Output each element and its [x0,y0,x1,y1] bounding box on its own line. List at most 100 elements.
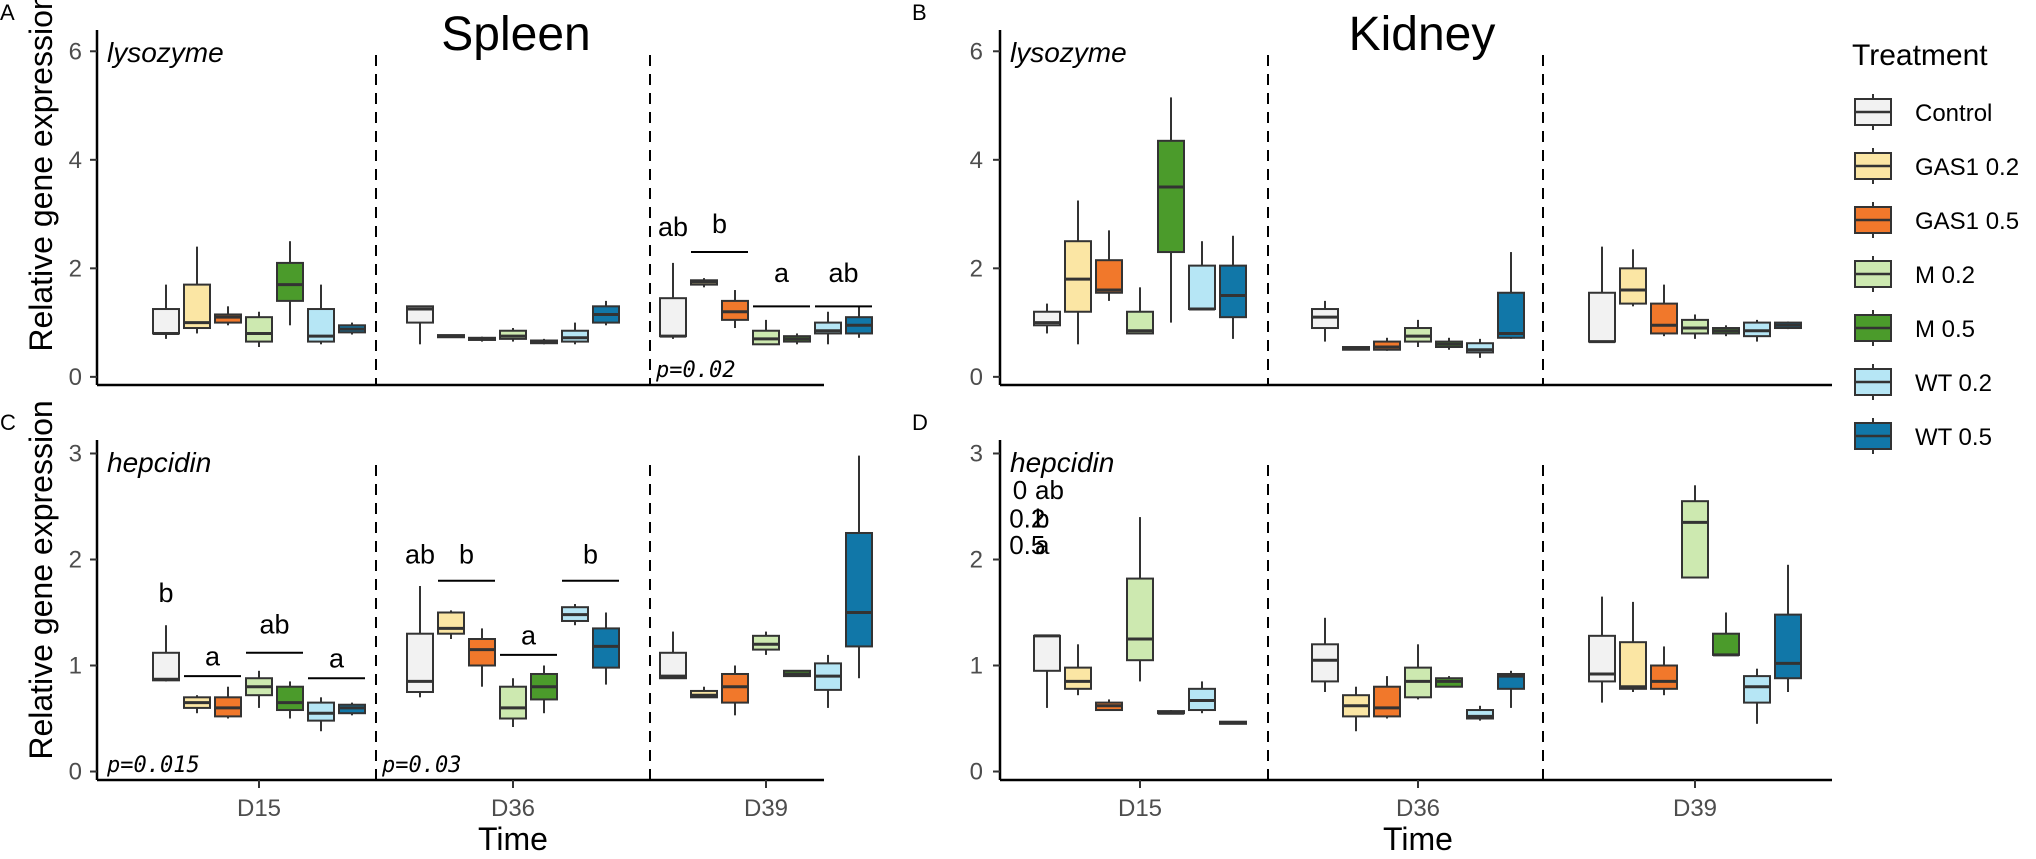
boxplot [245,311,273,348]
box [1466,709,1494,720]
box [1743,675,1771,704]
y-tick-label: 2 [69,546,82,573]
ylabel-bottom: Relative gene expression [23,400,59,759]
significance-letter: ab [405,540,435,570]
significance-letter: a [521,620,537,650]
box [183,283,211,330]
boxplot [1311,617,1339,693]
boxplot [1404,319,1432,348]
box [1774,613,1802,680]
box [245,316,273,343]
p-value: p=0.015 [106,753,200,778]
boxplot [592,612,620,685]
box [1188,264,1216,311]
boxplot [1219,720,1247,725]
legend: Treatment Control GAS1 0.2 GAS1 0.5 M 0.2 M … [1852,39,2019,454]
significance-letter: a [205,642,221,672]
boxplot [406,585,434,698]
box [1681,500,1709,579]
boxplot [845,455,873,679]
y-tick-label: 0 [69,364,82,391]
boxplot [307,697,335,732]
title-kidney: Kidney [1349,8,1496,61]
boxplot [499,678,527,727]
y-tick-label: 1 [69,653,82,680]
box [592,627,620,669]
box [814,321,842,335]
y-tick-label: 2 [69,255,82,282]
significance-letter: a [1035,530,1050,560]
y-tick-label: 3 [970,440,983,467]
boxplot [659,262,687,339]
boxplot [814,311,842,345]
gene-label: hepcidin [1010,447,1114,478]
boxplot [1342,346,1370,351]
legend-label: WT 0.5 [1915,424,1992,451]
y-tick-label: 0 [970,364,983,391]
box [1157,139,1185,254]
significance-letter: b [583,540,598,570]
boxplot [1712,325,1740,337]
box [752,634,780,651]
significance-letter: 0.2 [1009,504,1045,534]
box [1095,259,1123,294]
box [1466,342,1494,354]
boxplot [1466,338,1494,358]
boxplot [1681,314,1709,339]
box [1497,672,1525,690]
boxplot [1435,676,1463,688]
y-tick-label: 6 [69,38,82,65]
boxplot [1219,235,1247,339]
boxplot [152,625,180,682]
boxplot [214,686,242,719]
boxplot [437,610,465,640]
x-tick-label: D39 [1673,795,1717,822]
legend-item: WT 0.2 [1854,364,1992,400]
boxplot [1311,300,1339,342]
boxplot [1064,644,1092,696]
box [276,685,304,712]
legend-item: WT 0.5 [1854,418,1992,454]
significance-letter: ab [259,610,289,640]
box [1588,291,1616,343]
xlabel-left: Time [478,821,548,854]
legend-label: M 0.2 [1915,262,1975,289]
significance-letter: b [712,209,727,239]
xlabel-right: Time [1383,821,1453,854]
significance-letter: ab [658,212,688,242]
boxplot [307,284,335,345]
boxplot [1157,710,1185,715]
y-tick-label: 4 [69,147,82,174]
boxplot [338,702,366,716]
significance-letter: a [774,258,790,288]
box [307,701,335,722]
boxplot [530,338,558,345]
box [1497,291,1525,339]
boxplot [1095,699,1123,712]
boxplot [845,306,873,338]
boxplot [1588,596,1616,703]
box [1619,641,1647,690]
box [561,329,589,343]
boxplot [721,665,749,716]
gene-label: lysozyme [107,37,224,68]
x-tick-label: D15 [237,795,281,822]
significance-letter: ab [1035,475,1064,505]
panel-letter-d: D [912,410,928,435]
boxplot [1619,601,1647,693]
boxplot [1712,612,1740,657]
boxplot [1033,634,1061,708]
significance-letter: b [1035,504,1049,534]
boxplot [814,654,842,708]
boxplot [1435,337,1463,350]
boxplot [783,333,811,345]
legend-label: M 0.5 [1915,316,1975,343]
legend-item: GAS1 0.2 [1854,148,2019,184]
boxplot [276,241,304,326]
boxplot [1126,287,1154,335]
x-tick-label: D39 [744,795,788,822]
box [1219,264,1247,319]
